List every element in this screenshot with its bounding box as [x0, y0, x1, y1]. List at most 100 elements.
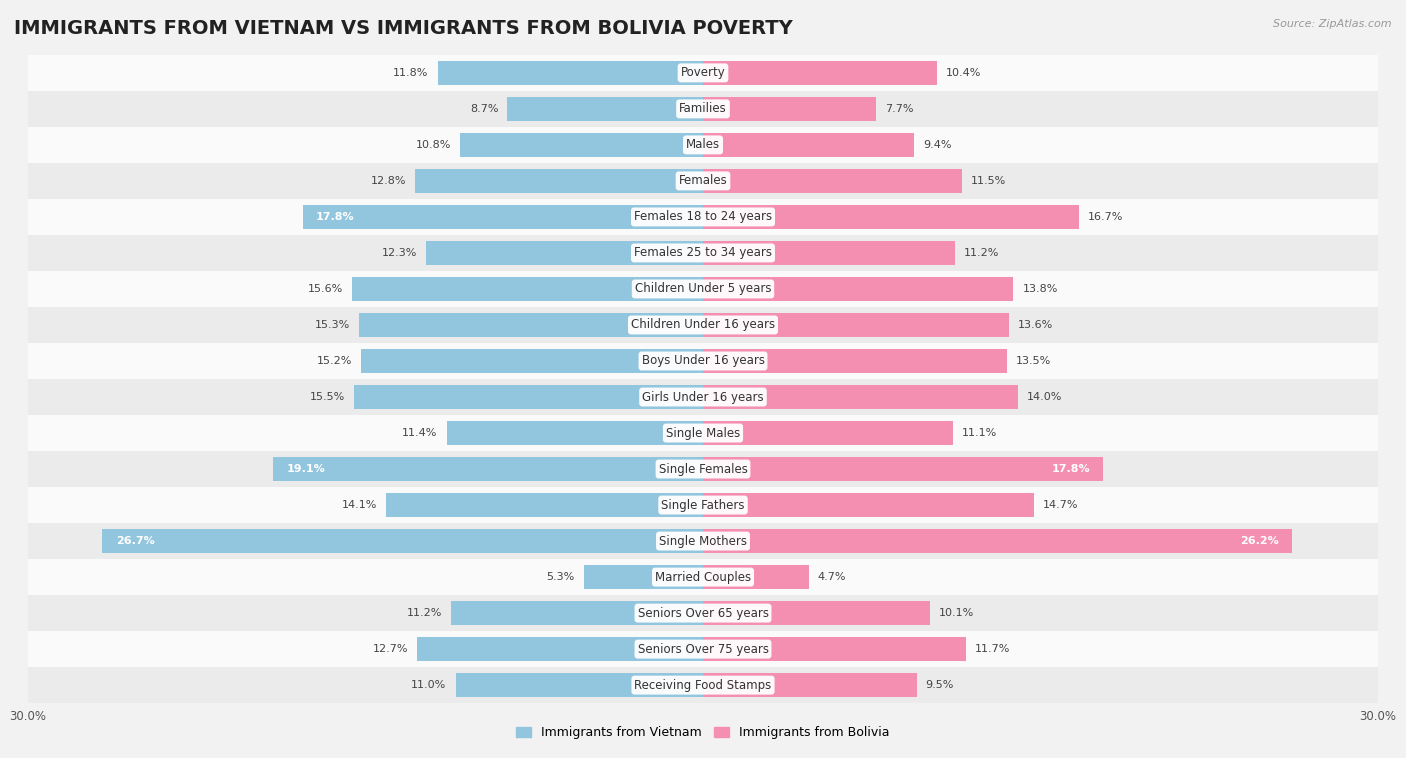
Bar: [451, 601, 703, 625]
Text: 11.2%: 11.2%: [965, 248, 1000, 258]
Bar: [703, 169, 962, 193]
Text: Source: ZipAtlas.com: Source: ZipAtlas.com: [1274, 19, 1392, 29]
Bar: [703, 61, 936, 85]
Bar: [28, 127, 1378, 163]
Bar: [28, 55, 1378, 91]
Bar: [703, 241, 955, 265]
Text: 10.1%: 10.1%: [939, 608, 974, 618]
Bar: [28, 271, 1378, 307]
Legend: Immigrants from Vietnam, Immigrants from Bolivia: Immigrants from Vietnam, Immigrants from…: [512, 722, 894, 744]
Text: Females 18 to 24 years: Females 18 to 24 years: [634, 211, 772, 224]
Bar: [508, 97, 703, 121]
Bar: [354, 385, 703, 409]
Text: Single Males: Single Males: [666, 427, 740, 440]
Bar: [583, 565, 703, 589]
Text: Boys Under 16 years: Boys Under 16 years: [641, 355, 765, 368]
Bar: [703, 385, 1018, 409]
Text: 12.3%: 12.3%: [382, 248, 418, 258]
Text: Single Mothers: Single Mothers: [659, 534, 747, 547]
Bar: [28, 379, 1378, 415]
Text: 4.7%: 4.7%: [818, 572, 846, 582]
Text: 17.8%: 17.8%: [1052, 464, 1090, 474]
Bar: [28, 307, 1378, 343]
Bar: [28, 235, 1378, 271]
Bar: [28, 163, 1378, 199]
Bar: [703, 421, 953, 445]
Text: 26.2%: 26.2%: [1240, 536, 1279, 546]
Bar: [28, 487, 1378, 523]
Bar: [437, 61, 703, 85]
Text: 14.0%: 14.0%: [1026, 392, 1063, 402]
Bar: [703, 637, 966, 661]
Text: Males: Males: [686, 139, 720, 152]
Text: 15.5%: 15.5%: [311, 392, 346, 402]
Text: 5.3%: 5.3%: [547, 572, 575, 582]
Text: 8.7%: 8.7%: [470, 104, 498, 114]
Text: 9.4%: 9.4%: [924, 140, 952, 150]
Bar: [352, 277, 703, 301]
Text: 7.7%: 7.7%: [886, 104, 914, 114]
Bar: [703, 493, 1033, 517]
Text: 16.7%: 16.7%: [1088, 212, 1123, 222]
Bar: [703, 529, 1292, 553]
Text: 11.1%: 11.1%: [962, 428, 997, 438]
Text: 11.4%: 11.4%: [402, 428, 437, 438]
Text: 15.6%: 15.6%: [308, 284, 343, 294]
Bar: [28, 415, 1378, 451]
Bar: [456, 673, 703, 697]
Bar: [460, 133, 703, 157]
Bar: [447, 421, 703, 445]
Bar: [703, 349, 1007, 373]
Bar: [703, 673, 917, 697]
Text: Children Under 5 years: Children Under 5 years: [634, 283, 772, 296]
Bar: [28, 199, 1378, 235]
Text: 11.8%: 11.8%: [394, 68, 429, 78]
Text: 13.5%: 13.5%: [1015, 356, 1050, 366]
Bar: [103, 529, 703, 553]
Text: 11.2%: 11.2%: [406, 608, 441, 618]
Bar: [703, 133, 914, 157]
Bar: [418, 637, 703, 661]
Text: Single Fathers: Single Fathers: [661, 499, 745, 512]
Bar: [28, 91, 1378, 127]
Bar: [28, 667, 1378, 703]
Text: 10.8%: 10.8%: [416, 140, 451, 150]
Bar: [703, 313, 1010, 337]
Text: 12.8%: 12.8%: [371, 176, 406, 186]
Text: 12.7%: 12.7%: [373, 644, 408, 654]
Text: Married Couples: Married Couples: [655, 571, 751, 584]
Bar: [28, 595, 1378, 631]
Text: Seniors Over 65 years: Seniors Over 65 years: [637, 606, 769, 619]
Bar: [703, 601, 931, 625]
Text: Receiving Food Stamps: Receiving Food Stamps: [634, 678, 772, 691]
Bar: [359, 313, 703, 337]
Text: 13.8%: 13.8%: [1022, 284, 1057, 294]
Bar: [273, 457, 703, 481]
Text: 15.3%: 15.3%: [315, 320, 350, 330]
Text: Seniors Over 75 years: Seniors Over 75 years: [637, 643, 769, 656]
Bar: [703, 277, 1014, 301]
Text: 13.6%: 13.6%: [1018, 320, 1053, 330]
Bar: [28, 559, 1378, 595]
Bar: [703, 205, 1078, 229]
Text: Poverty: Poverty: [681, 67, 725, 80]
Bar: [426, 241, 703, 265]
Text: 26.7%: 26.7%: [115, 536, 155, 546]
Bar: [28, 343, 1378, 379]
Bar: [415, 169, 703, 193]
Text: Girls Under 16 years: Girls Under 16 years: [643, 390, 763, 403]
Bar: [361, 349, 703, 373]
Text: 19.1%: 19.1%: [287, 464, 326, 474]
Bar: [28, 451, 1378, 487]
Text: Families: Families: [679, 102, 727, 115]
Text: 17.8%: 17.8%: [316, 212, 354, 222]
Bar: [302, 205, 703, 229]
Bar: [703, 457, 1104, 481]
Bar: [703, 565, 808, 589]
Bar: [385, 493, 703, 517]
Text: 11.7%: 11.7%: [976, 644, 1011, 654]
Text: 15.2%: 15.2%: [316, 356, 352, 366]
Text: Children Under 16 years: Children Under 16 years: [631, 318, 775, 331]
Bar: [703, 97, 876, 121]
Bar: [28, 523, 1378, 559]
